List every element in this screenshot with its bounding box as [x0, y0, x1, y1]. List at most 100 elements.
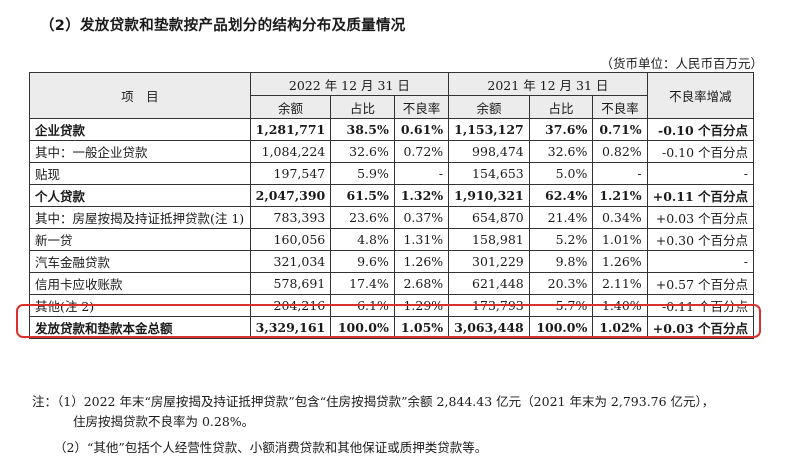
header-npl-change: 不良率增减 — [646, 72, 755, 119]
balance-2022: 3,329,161 — [249, 316, 332, 339]
header-2022: 2022 年 12 月 31 日 — [249, 72, 450, 96]
npl-2021: 1.26% — [592, 250, 648, 273]
row-label: 汽车金融贷款 — [29, 250, 251, 273]
table-row-credit-card: 信用卡应收账款 578,691 17.4% 2.68% 621,448 20.3… — [29, 272, 755, 295]
header-item: 项 目 — [29, 72, 251, 119]
npl-2022: - — [393, 162, 450, 185]
npl-change: -0.11 个百分点 — [646, 294, 755, 317]
balance-2022: 578,691 — [249, 272, 332, 295]
balance-2022: 204,216 — [249, 294, 332, 317]
npl-2021: 1.40% — [592, 294, 648, 317]
npl-2021: - — [592, 162, 648, 185]
table-row-corporate-loans: 企业贷款 1,281,771 38.5% 0.61% 1,153,127 37.… — [29, 118, 755, 141]
row-label: 其中：一般企业贷款 — [29, 140, 251, 163]
row-label: 企业贷款 — [29, 118, 251, 141]
header-balance-2022: 余额 — [249, 95, 332, 119]
share-2021: 62.4% — [528, 184, 594, 207]
currency-unit: （货币单位：人民币百万元） — [600, 56, 763, 71]
balance-2021: 154,653 — [448, 162, 530, 185]
balance-2021: 3,063,448 — [448, 316, 530, 339]
balance-2022: 783,393 — [249, 206, 332, 229]
header-balance-2021: 余额 — [448, 95, 530, 119]
table-row-discount: 贴现 197,547 5.9% - 154,653 5.0% - - — [29, 162, 755, 185]
share-2022: 23.6% — [330, 206, 395, 229]
loan-structure-table: 项 目 2022 年 12 月 31 日 2021 年 12 月 31 日 不良… — [29, 72, 755, 339]
npl-2022: 0.37% — [393, 206, 450, 229]
balance-2022: 160,056 — [249, 228, 332, 251]
share-2021: 21.4% — [528, 206, 594, 229]
balance-2021: 1,910,321 — [448, 184, 530, 207]
npl-change: +0.11 个百分点 — [646, 184, 755, 207]
npl-2022: 1.31% — [393, 228, 450, 251]
npl-change: - — [646, 250, 755, 273]
share-2022: 17.4% — [330, 272, 395, 295]
npl-change: +0.57 个百分点 — [646, 272, 755, 295]
footnote-1-continued: 住房按揭贷款不良率为 0.28%。 — [73, 414, 255, 429]
npl-2021: 1.01% — [592, 228, 648, 251]
share-2022: 61.5% — [330, 184, 395, 207]
share-2021: 20.3% — [528, 272, 594, 295]
table-row-personal-loans: 个人贷款 2,047,390 61.5% 1.32% 1,910,321 62.… — [29, 184, 755, 207]
npl-2022: 2.68% — [393, 272, 450, 295]
header-npl-2021: 不良率 — [592, 95, 648, 119]
table-row-auto-finance: 汽车金融贷款 321,034 9.6% 1.26% 301,229 9.8% 1… — [29, 250, 755, 273]
npl-2022: 1.32% — [393, 184, 450, 207]
row-label: 其中：房屋按揭及持证抵押贷款(注 1) — [29, 206, 251, 229]
row-label: 新一贷 — [29, 228, 251, 251]
npl-2021: 1.02% — [592, 316, 648, 339]
share-2022: 100.0% — [330, 316, 395, 339]
share-2022: 5.9% — [330, 162, 395, 185]
page-title: （2）发放贷款和垫款按产品划分的结构分布及质量情况 — [40, 18, 406, 34]
share-2021: 32.6% — [528, 140, 594, 163]
row-label: 其他(注 2) — [29, 294, 251, 317]
row-label: 信用卡应收账款 — [29, 272, 251, 295]
share-2021: 9.8% — [528, 250, 594, 273]
balance-2022: 1,084,224 — [249, 140, 332, 163]
npl-2021: 2.11% — [592, 272, 648, 295]
balance-2021: 1,153,127 — [448, 118, 530, 141]
npl-2021: 0.71% — [592, 118, 648, 141]
table-row-general-corporate: 其中：一般企业贷款 1,084,224 32.6% 0.72% 998,474 … — [29, 140, 755, 163]
share-2021: 5.2% — [528, 228, 594, 251]
share-2022: 32.6% — [330, 140, 395, 163]
npl-2021: 0.82% — [592, 140, 648, 163]
balance-2021: 998,474 — [448, 140, 530, 163]
balance-2021: 654,870 — [448, 206, 530, 229]
balance-2022: 197,547 — [249, 162, 332, 185]
row-label: 个人贷款 — [29, 184, 251, 207]
balance-2022: 1,281,771 — [249, 118, 332, 141]
share-2022: 6.1% — [330, 294, 395, 317]
npl-2022: 0.61% — [393, 118, 450, 141]
balance-2022: 2,047,390 — [249, 184, 332, 207]
footnotes: 注：（1）2022 年末“房屋按揭及持证抵押贷款”包含“住房按揭贷款”余额 2,… — [32, 392, 714, 458]
share-2021: 37.6% — [528, 118, 594, 141]
npl-change: - — [646, 162, 755, 185]
balance-2021: 301,229 — [448, 250, 530, 273]
npl-2022: 0.72% — [393, 140, 450, 163]
balance-2021: 621,448 — [448, 272, 530, 295]
table-row-other: 其他(注 2) 204,216 6.1% 1.29% 173,793 5.7% … — [29, 294, 755, 317]
npl-change: -0.10 个百分点 — [646, 118, 755, 141]
table-row-xinyidai: 新一贷 160,056 4.8% 1.31% 158,981 5.2% 1.01… — [29, 228, 755, 251]
row-label: 贴现 — [29, 162, 251, 185]
balance-2022: 321,034 — [249, 250, 332, 273]
npl-2021: 0.34% — [592, 206, 648, 229]
npl-change: +0.03 个百分点 — [646, 316, 755, 339]
npl-change: +0.03 个百分点 — [646, 206, 755, 229]
share-2021: 5.0% — [528, 162, 594, 185]
header-share-2022: 占比 — [330, 95, 395, 119]
npl-2022: 1.29% — [393, 294, 450, 317]
table-row-total: 发放贷款和垫款本金总额 3,329,161 100.0% 1.05% 3,063… — [29, 316, 755, 339]
npl-change: -0.10 个百分点 — [646, 140, 755, 163]
header-share-2021: 占比 — [528, 95, 594, 119]
balance-2021: 173,793 — [448, 294, 530, 317]
header-npl-2022: 不良率 — [393, 95, 450, 119]
footnote-1: 注：（1）2022 年末“房屋按揭及持证抵押贷款”包含“住房按揭贷款”余额 2,… — [32, 394, 715, 409]
table-row-mortgage: 其中：房屋按揭及持证抵押贷款(注 1) 783,393 23.6% 0.37% … — [29, 206, 755, 229]
share-2022: 9.6% — [330, 250, 395, 273]
row-label: 发放贷款和垫款本金总额 — [29, 316, 251, 339]
header-2021: 2021 年 12 月 31 日 — [448, 72, 648, 96]
share-2022: 38.5% — [330, 118, 395, 141]
share-2021: 100.0% — [528, 316, 594, 339]
balance-2021: 158,981 — [448, 228, 530, 251]
